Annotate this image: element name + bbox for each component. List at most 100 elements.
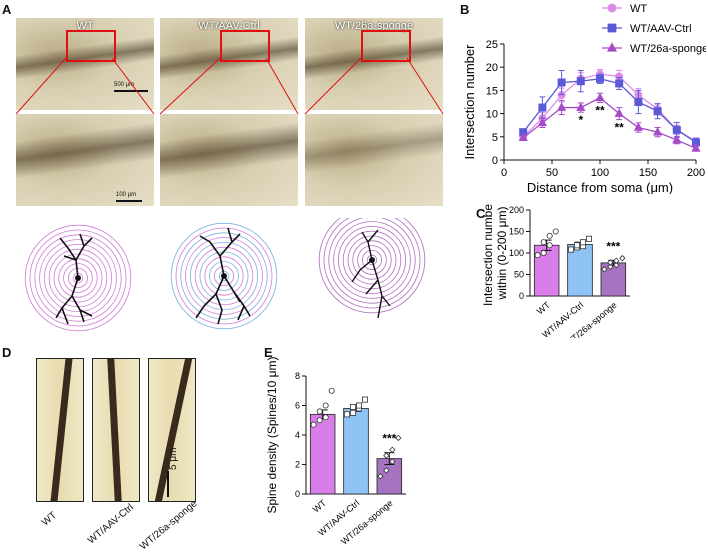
y-tick-label: 150: [509, 227, 524, 237]
chart-b: 0 5 10 15 20 25 0 50 100 150 200 Distance from soma…: [462, 3, 706, 194]
sholl-ring: [218, 270, 230, 282]
zoom-connectors: [15, 57, 444, 115]
y-tick-label: 10: [486, 109, 498, 121]
data-point: [595, 74, 604, 83]
scatter-point: [613, 257, 620, 264]
zoom-box-ctrl: [220, 30, 270, 62]
sholl-ring: [24, 224, 132, 332]
scatter-point: [601, 266, 608, 273]
y-tick-label: 8: [295, 371, 300, 381]
sholl-ring: [204, 256, 244, 296]
sholl-ring: [29, 229, 127, 327]
micrograph-ctrl-high: [160, 114, 298, 206]
data-point: [633, 122, 644, 131]
panel-label-e: E: [264, 345, 273, 360]
zoom-box-wt: [66, 30, 116, 62]
y-tick-label: 0: [492, 155, 498, 167]
chart-e: 02468WTWT/AAV-CtrlWT/26a-sponge***Spine …: [265, 357, 406, 547]
sholl-ring: [53, 253, 103, 303]
data-point: [556, 102, 567, 111]
y-tick-label: 20: [486, 62, 498, 74]
data-point: [557, 78, 566, 87]
panel-label-d: D: [2, 345, 12, 360]
scatter-point: [328, 387, 335, 394]
significance-mark: ***: [606, 239, 620, 253]
sholl-ring: [185, 237, 263, 315]
scatter-point: [344, 411, 351, 418]
scatter-point: [552, 228, 559, 235]
title-sponge: WT/26a-sponge: [334, 20, 414, 32]
data-point: [652, 127, 663, 136]
y-tick-label: 0: [295, 489, 300, 499]
scatter-point: [383, 467, 390, 474]
sholl-ring: [209, 261, 239, 291]
scatter-point: [316, 408, 323, 415]
sholl-ring: [328, 218, 416, 304]
scatter-point: [574, 242, 581, 249]
sholl-ring: [44, 244, 112, 312]
legend-label: WT/AAV-Ctrl: [630, 23, 692, 35]
micrograph-sponge-high: [305, 114, 443, 206]
zoom-box-sponge: [361, 30, 411, 62]
y-tick-label: 5: [492, 132, 498, 144]
y-axis-label: Intersection number: [462, 44, 477, 160]
legend-label: WT: [630, 3, 647, 15]
x-category-label: WT: [535, 300, 553, 317]
scatter-point: [540, 250, 547, 257]
x-axis-label: Distance from soma (μm): [527, 180, 673, 194]
scatter-point: [607, 259, 614, 266]
chart-c: 050100150200WTWT/AAV-CtrlWT/26a-sponge**…: [481, 204, 630, 338]
sholl-ring: [39, 239, 117, 317]
dendrite-label-ctrl: WT/AAV-Ctrl: [86, 502, 136, 547]
data-point: [672, 134, 682, 144]
data-point: [615, 79, 624, 88]
scatter-point: [350, 409, 357, 416]
title-ctrl: WT/AAV-Ctrl: [198, 20, 260, 32]
panel-label-b: B: [460, 2, 470, 17]
scatter-point: [586, 235, 593, 242]
data-point: [672, 125, 681, 134]
scatter-point: [546, 232, 553, 239]
y-tick-label: 100: [509, 248, 524, 258]
scale-label-500: 500 μm: [114, 82, 135, 88]
scale-bar-100: [116, 200, 142, 202]
sholl-ring: [333, 221, 411, 299]
micrograph-wt-low: WT 500 μm: [16, 18, 154, 110]
title-wt: WT: [76, 20, 94, 32]
sholl-tracing-ctrl: [170, 222, 278, 330]
scale-label-100: 100 μm: [116, 192, 137, 198]
data-point: [518, 132, 528, 142]
y-tick-label: 6: [295, 401, 300, 411]
sholl-ring: [190, 242, 258, 310]
sholl-ring: [63, 263, 93, 293]
scatter-point: [377, 473, 384, 480]
scatter-point: [383, 452, 390, 459]
scatter-point: [350, 403, 357, 410]
scatter-point: [322, 414, 329, 421]
bar-1: [343, 408, 369, 495]
y-tick-label: 200: [509, 205, 524, 215]
data-point: [538, 103, 547, 112]
sholl-ring: [180, 232, 268, 320]
sholl-ring: [34, 234, 122, 322]
scatter-point: [568, 246, 575, 253]
sholl-ring: [67, 267, 89, 289]
data-point: [653, 107, 662, 116]
y-axis-label: Spine density (Spines/10 μm): [265, 357, 279, 514]
y-tick-label: 15: [486, 85, 498, 97]
panel-label-a: A: [2, 2, 12, 17]
micrograph-sponge-low: WT/26a-sponge: [305, 18, 443, 110]
data-point: [614, 108, 624, 117]
sholl-ring: [318, 218, 426, 314]
sholl-ring: [347, 235, 397, 285]
y-tick-label: 25: [486, 39, 498, 51]
data-point: [537, 117, 548, 127]
x-category-label: WT: [311, 498, 329, 515]
scale-label-5um: 5 μm: [168, 447, 179, 470]
data-point: [634, 98, 643, 107]
dendrite-label-sponge: WT/26a-sponge: [138, 498, 200, 553]
dendrite-image-ctrl: [92, 358, 140, 502]
data-point: [691, 143, 701, 152]
data-point: [595, 92, 605, 102]
sholl-ring: [213, 265, 235, 287]
